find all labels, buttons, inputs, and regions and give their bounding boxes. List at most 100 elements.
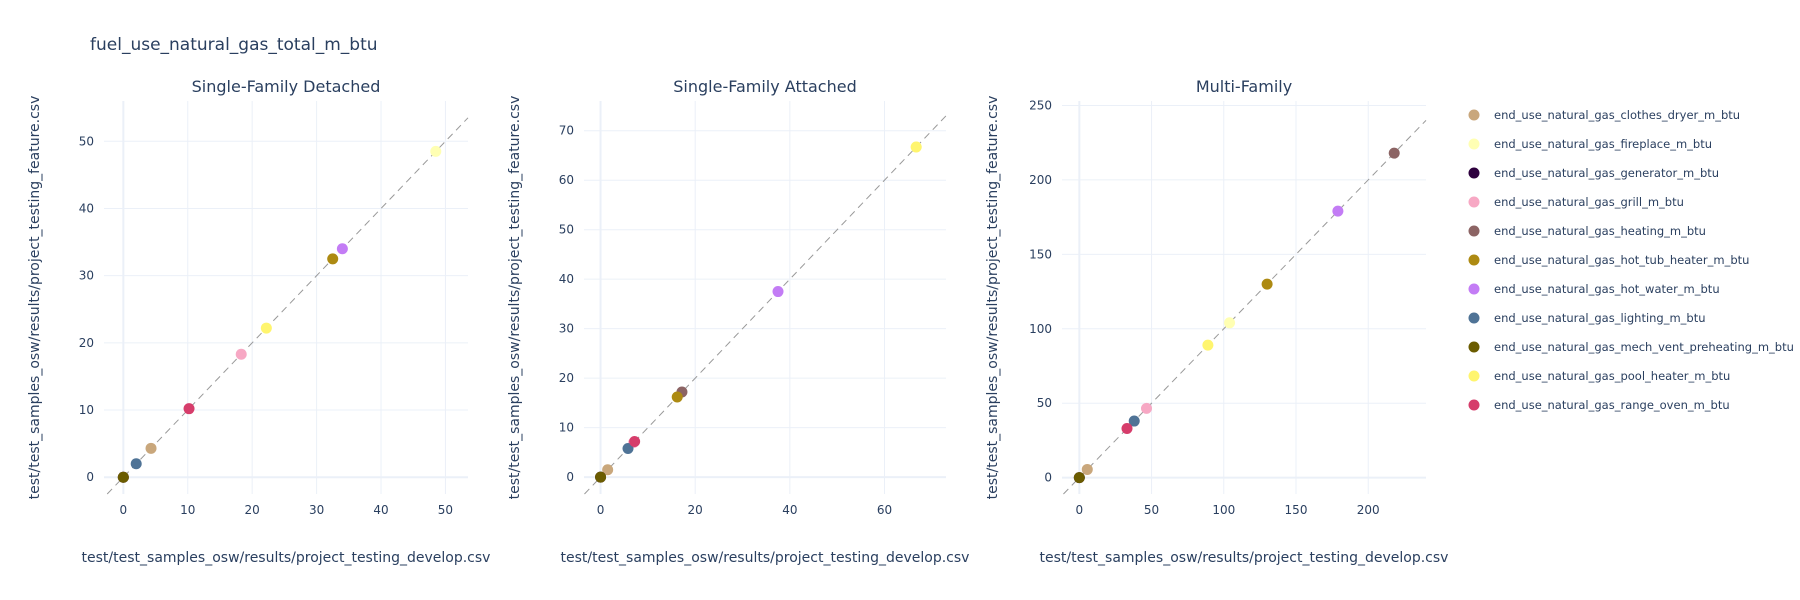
legend-item[interactable]: end_use_natural_gas_pool_heater_m_btu (1468, 369, 1731, 383)
scatter-point (910, 141, 922, 153)
subplot-title: Single-Family Attached (673, 77, 856, 96)
scatter-point (595, 471, 607, 483)
legend: end_use_natural_gas_clothes_dryer_m_btue… (1468, 108, 1794, 412)
y-tick-label: 40 (559, 272, 574, 286)
subplot-2: 0 20 40 60 0 10 20 30 40 50 60 70 Single-Family Atta… (507, 77, 969, 566)
subplot-title: Multi-Family (1196, 77, 1292, 96)
scatter-point (1141, 402, 1152, 414)
y-tick-label: 20 (79, 336, 94, 350)
legend-label: end_use_natural_gas_range_oven_m_btu (1494, 398, 1730, 412)
legend-item[interactable]: end_use_natural_gas_mech_vent_preheating… (1468, 340, 1794, 354)
y-tick-label: 100 (1029, 322, 1052, 336)
scatter-point (1073, 472, 1085, 484)
y-tick-label: 50 (559, 223, 574, 237)
subplot-title: Single-Family Detached (192, 77, 381, 96)
scatter-point (602, 464, 614, 476)
y-tick-label: 200 (1029, 173, 1052, 187)
scatter-point (1121, 423, 1133, 434)
scatter-point (1081, 463, 1093, 475)
x-tick-label: 50 (438, 503, 453, 517)
scatter-point (430, 145, 442, 157)
scatter-point (336, 243, 348, 255)
scatter-point (1202, 339, 1214, 351)
x-tick-label: 50 (1144, 503, 1159, 517)
legend-marker-icon (1468, 138, 1480, 150)
subplot-1: 0 10 20 30 40 50 0 10 20 30 40 50 Single-Family Deta… (27, 77, 490, 566)
scatter-point (183, 403, 195, 415)
y-tick-label: 0 (86, 470, 94, 484)
legend-item[interactable]: end_use_natural_gas_fireplace_m_btu (1468, 137, 1713, 151)
legend-label: end_use_natural_gas_generator_m_btu (1494, 166, 1719, 180)
legend-item[interactable]: end_use_natural_gas_heating_m_btu (1468, 224, 1706, 238)
x-tick-label: 0 (597, 503, 605, 517)
y-tick-label: 20 (559, 371, 574, 385)
legend-item[interactable]: end_use_natural_gas_hot_water_m_btu (1468, 282, 1720, 296)
scatter-point (1332, 205, 1344, 217)
subplots: 0 10 20 30 40 50 0 10 20 30 40 50 Single-Family Deta… (27, 77, 1448, 566)
legend-marker-icon (1468, 370, 1480, 382)
legend-label: end_use_natural_gas_clothes_dryer_m_btu (1494, 108, 1740, 122)
scatter-point (145, 442, 157, 454)
y-axis-title: test/test_samples_osw/results/project_te… (27, 96, 43, 500)
scatter-point (772, 286, 784, 298)
x-axis-title: test/test_samples_osw/results/project_te… (561, 550, 970, 566)
y-tick-label: 0 (566, 470, 574, 484)
legend-label: end_use_natural_gas_heating_m_btu (1494, 224, 1706, 238)
y-axis-title: test/test_samples_osw/results/project_te… (985, 96, 1001, 500)
x-axis-title: test/test_samples_osw/results/project_te… (82, 550, 491, 566)
x-tick-label: 100 (1212, 503, 1235, 517)
legend-marker-icon (1468, 283, 1480, 295)
legend-item[interactable]: end_use_natural_gas_grill_m_btu (1468, 195, 1684, 209)
scatter-point (117, 471, 129, 483)
legend-marker-icon (1468, 109, 1480, 121)
legend-marker-icon (1468, 399, 1480, 411)
x-tick-label: 10 (180, 503, 195, 517)
y-tick-label: 50 (79, 134, 94, 148)
identity-line (106, 117, 469, 495)
scatter-point (1128, 415, 1140, 427)
x-tick-label: 150 (1285, 503, 1308, 517)
legend-item[interactable]: end_use_natural_gas_clothes_dryer_m_btu (1468, 108, 1741, 122)
legend-item[interactable]: end_use_natural_gas_lighting_m_btu (1468, 311, 1706, 325)
legend-label: end_use_natural_gas_lighting_m_btu (1494, 311, 1706, 325)
x-tick-label: 40 (373, 503, 388, 517)
y-tick-label: 10 (559, 421, 574, 435)
legend-marker-icon (1468, 196, 1480, 208)
scatter-point (235, 348, 247, 360)
legend-marker-icon (1468, 167, 1480, 179)
y-tick-label: 250 (1029, 98, 1052, 112)
x-tick-label: 0 (120, 503, 128, 517)
x-tick-label: 200 (1357, 503, 1380, 517)
y-tick-label: 70 (559, 124, 574, 138)
x-tick-label: 30 (309, 503, 324, 517)
identity-line (584, 115, 947, 495)
y-tick-label: 50 (1037, 396, 1052, 410)
x-tick-label: 20 (688, 503, 703, 517)
legend-label: end_use_natural_gas_hot_tub_heater_m_btu (1494, 253, 1749, 267)
legend-marker-icon (1468, 225, 1480, 237)
x-tick-label: 40 (782, 503, 797, 517)
legend-item[interactable]: end_use_natural_gas_generator_m_btu (1468, 166, 1720, 180)
legend-marker-icon (1468, 341, 1480, 353)
scatter-point (671, 391, 683, 403)
x-tick-label: 20 (245, 503, 260, 517)
legend-label: end_use_natural_gas_mech_vent_preheating… (1494, 340, 1794, 354)
legend-label: end_use_natural_gas_fireplace_m_btu (1494, 137, 1712, 151)
scatter-point (130, 458, 142, 470)
x-tick-label: 0 (1076, 503, 1084, 517)
y-axis-title: test/test_samples_osw/results/project_te… (507, 96, 523, 500)
page-title: fuel_use_natural_gas_total_m_btu (90, 35, 378, 55)
y-tick-label: 30 (79, 269, 94, 283)
scatter-point (1388, 147, 1400, 159)
scatter-point (260, 322, 272, 334)
y-tick-label: 40 (79, 201, 94, 215)
y-tick-label: 150 (1029, 247, 1052, 261)
legend-item[interactable]: end_use_natural_gas_range_oven_m_btu (1468, 398, 1730, 412)
x-axis-title: test/test_samples_osw/results/project_te… (1040, 550, 1449, 566)
y-tick-label: 10 (79, 403, 94, 417)
y-tick-label: 0 (1044, 471, 1052, 485)
scatter-point (622, 442, 634, 454)
legend-marker-icon (1468, 254, 1480, 266)
legend-item[interactable]: end_use_natural_gas_hot_tub_heater_m_btu (1468, 253, 1750, 267)
